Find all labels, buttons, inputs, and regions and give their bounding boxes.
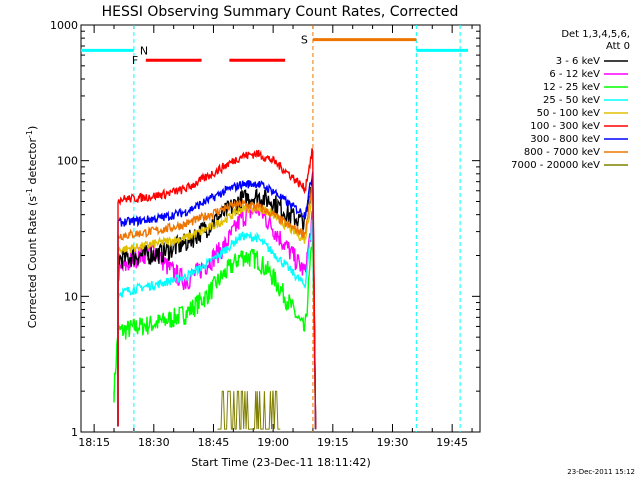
legend-label: 100 - 300 keV — [530, 121, 600, 132]
series-line — [117, 184, 317, 430]
series-line — [217, 390, 281, 430]
legend-label: 7000 - 20000 keV — [511, 160, 600, 171]
series-line — [117, 148, 317, 430]
y-label-sup2: -1 — [25, 130, 34, 138]
y-label-sup1: -1 — [25, 188, 34, 196]
legend-label: 25 - 50 keV — [543, 95, 600, 106]
legend-title-line1: Det 1,3,4,5,6, — [561, 29, 630, 40]
series-line — [113, 240, 317, 430]
legend-label: 6 - 12 keV — [549, 69, 600, 80]
x-tick-label: 18:30 — [138, 436, 170, 449]
y-label-mid: detector — [26, 138, 39, 188]
x-tick-label: 19:30 — [377, 436, 409, 449]
series-line — [117, 175, 317, 430]
legend-label: 300 - 800 keV — [530, 134, 600, 145]
plot-frame — [80, 24, 481, 433]
x-tick-label: 19:45 — [436, 436, 468, 449]
y-tick-label: 1 — [71, 426, 78, 439]
x-tick-label: 19:15 — [317, 436, 349, 449]
y-axis-label: Corrected Count Rate (s-1 detector-1) — [25, 126, 39, 329]
legend: 3 - 6 keV 6 - 12 keV 12 - 25 keV 25 - 50 ke… — [511, 56, 628, 171]
x-axis-label: Start Time (23-Dec-11 18:11:42) — [191, 456, 371, 469]
y-label-end: ) — [26, 126, 39, 130]
x-tick-label: 19:00 — [257, 436, 289, 449]
legend-label: 3 - 6 keV — [556, 56, 600, 67]
x-tick-label: 18:45 — [198, 436, 230, 449]
flag-label: F — [132, 54, 138, 67]
y-tick-label: 1000 — [50, 19, 78, 32]
flag-label: S — [301, 34, 308, 47]
flag-label: N — [140, 44, 148, 57]
x-tick-label: 18:15 — [78, 436, 110, 449]
legend-label: 12 - 25 keV — [543, 82, 600, 93]
chart-title: HESSI Observing Summary Count Rates, Cor… — [102, 4, 459, 20]
legend-label: 50 - 100 keV — [537, 108, 601, 119]
series-line — [117, 201, 317, 430]
series-line — [117, 171, 317, 430]
plot-area — [80, 24, 481, 433]
y-label-main: Corrected Count Rate (s — [26, 196, 39, 329]
y-tick-label: 100 — [57, 155, 78, 168]
legend-label: 800 - 7000 keV — [524, 147, 600, 158]
legend-title-line2: Att 0 — [606, 41, 630, 52]
y-tick-label: 10 — [64, 290, 78, 303]
svg-text:Corrected Count Rate (s-1 dete: Corrected Count Rate (s-1 detector-1) — [25, 126, 39, 329]
timestamp: 23-Dec-2011 15:12 — [567, 468, 635, 476]
series-line — [117, 218, 317, 430]
